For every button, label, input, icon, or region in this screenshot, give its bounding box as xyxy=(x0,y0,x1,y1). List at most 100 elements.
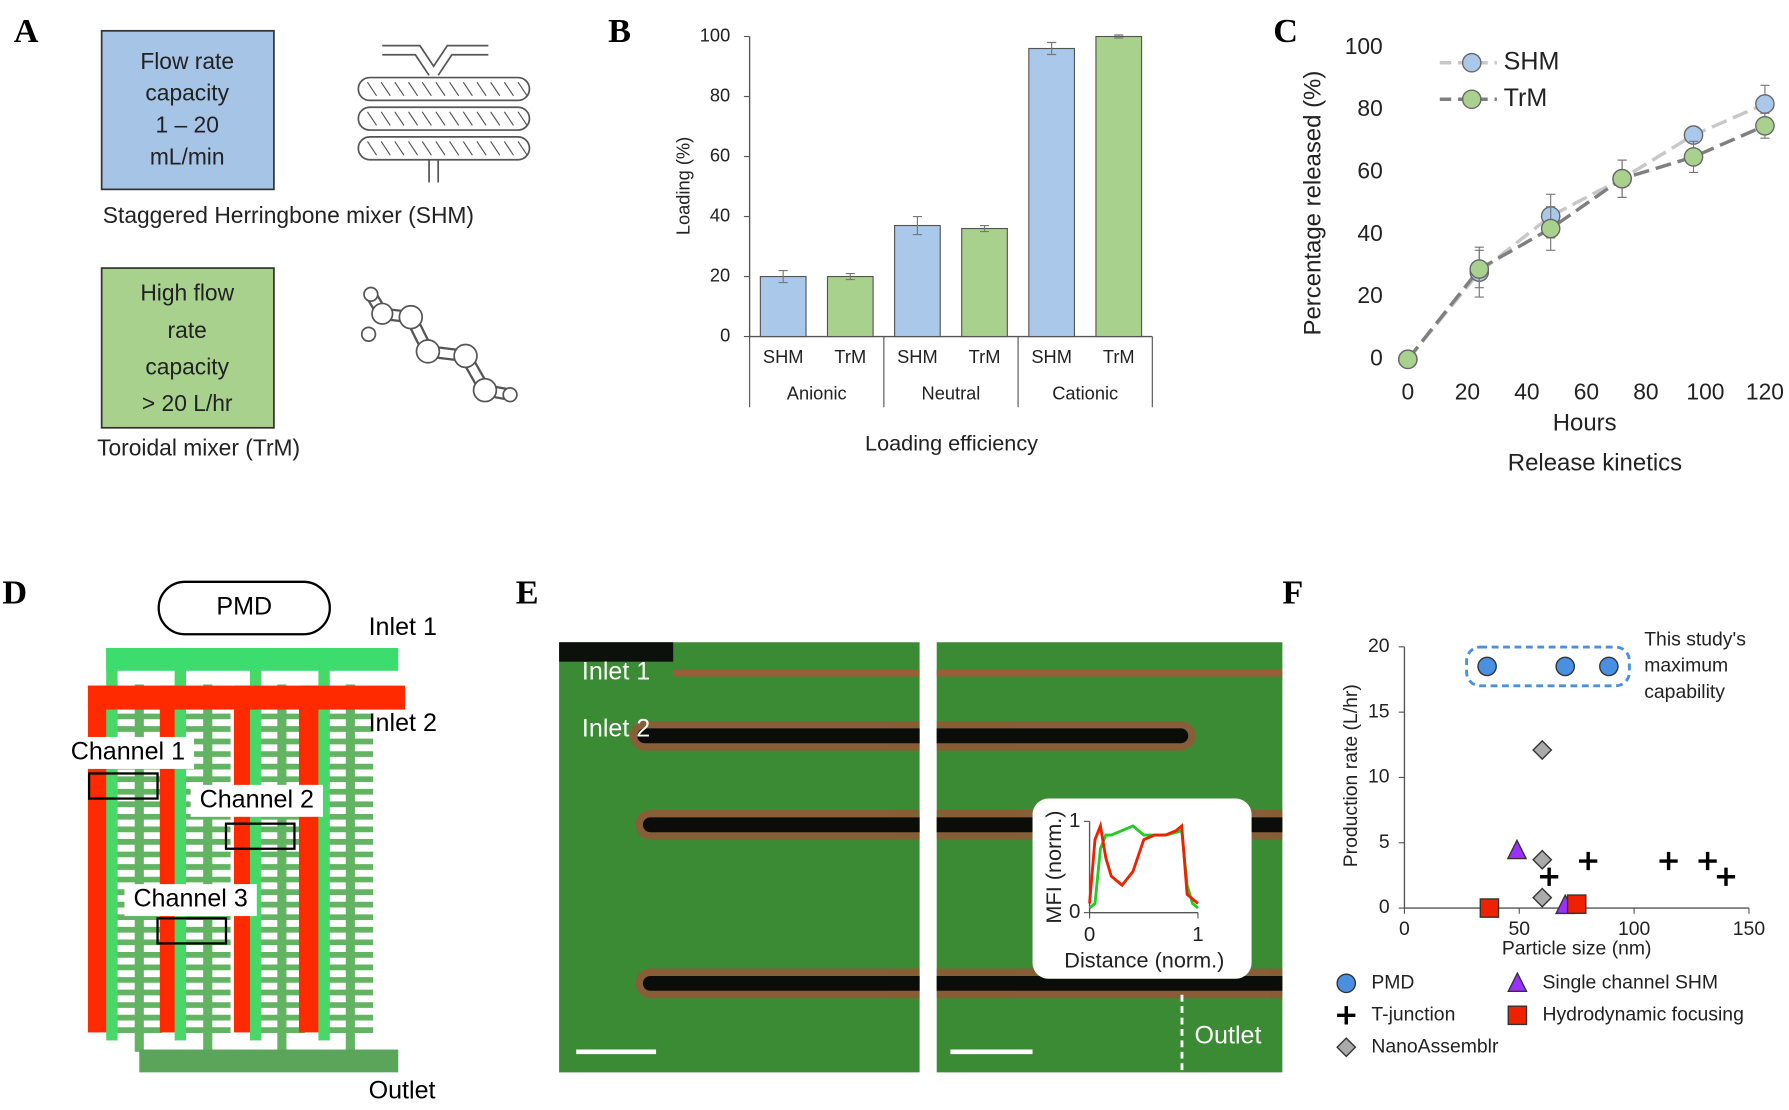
y-tick-label: 5 xyxy=(1379,831,1390,853)
mixer-box xyxy=(100,29,275,191)
error-bar xyxy=(845,272,855,281)
group-label: Cationic xyxy=(1052,383,1118,404)
marker xyxy=(1461,52,1482,73)
marker xyxy=(1469,259,1490,279)
outlet-label: Outlet xyxy=(369,1076,436,1104)
pmd-label: PMD xyxy=(216,593,272,621)
legend-label: Single channel SHM xyxy=(1542,971,1718,993)
panel-letter: C xyxy=(1273,13,1298,50)
bar xyxy=(1028,47,1076,338)
shm-drawing xyxy=(357,44,531,183)
panel-a: Flow rate capacity 1 – 20 mL/min Stagger… xyxy=(97,29,531,461)
background xyxy=(559,642,920,1073)
y-tick-label: 0 xyxy=(1069,900,1080,923)
bar xyxy=(961,227,1008,338)
x-tick-label: TrM xyxy=(834,346,866,367)
bar xyxy=(1095,35,1143,338)
comb-spine xyxy=(203,684,213,1052)
legend-label: T-junction xyxy=(1371,1003,1455,1025)
x-axis-title: Particle size (nm) xyxy=(1502,937,1652,959)
y-tick-label: 100 xyxy=(700,24,730,45)
y-tick-label: 20 xyxy=(1368,635,1390,657)
outlet-bar xyxy=(139,1049,399,1073)
x-tick-label: SHM xyxy=(1031,346,1072,367)
channel-label: Channel 3 xyxy=(133,885,247,913)
x-tick-label: 20 xyxy=(1455,379,1480,405)
inset-frame xyxy=(1032,798,1252,979)
inlet-label: Inlet 2 xyxy=(369,709,437,737)
y-tick-label: 100 xyxy=(1345,33,1383,59)
label-bg xyxy=(190,784,323,817)
marker xyxy=(1755,94,1775,114)
error-bar xyxy=(778,269,788,284)
group-label: Anionic xyxy=(787,383,847,404)
marker xyxy=(1532,849,1553,870)
y-tick-label: 15 xyxy=(1368,700,1390,722)
comb-spine xyxy=(277,684,287,1052)
y-axis-title: MFI (norm.) xyxy=(1041,810,1066,923)
box-text: 1 – 20 xyxy=(156,112,219,138)
panel-letter: D xyxy=(2,574,27,611)
panel-letter: F xyxy=(1282,574,1303,611)
red-channel xyxy=(299,685,322,1033)
marker xyxy=(1716,867,1736,886)
mixer-caption: Toroidal mixer (TrM) xyxy=(97,435,300,461)
y-tick-label: 0 xyxy=(720,324,730,345)
inlet-bar xyxy=(87,685,406,710)
group-label: Neutral xyxy=(922,383,981,404)
marker xyxy=(1336,973,1357,994)
marker xyxy=(1540,867,1559,886)
x-tick-label: 60 xyxy=(1574,379,1599,405)
x-tick-label: SHM xyxy=(897,346,938,367)
x-tick-label: 100 xyxy=(1686,379,1724,405)
marker xyxy=(1398,349,1418,370)
marker xyxy=(1683,147,1704,167)
x-tick-label: 150 xyxy=(1733,918,1766,940)
outlet-label: Outlet xyxy=(1195,1022,1262,1050)
x-tick-label: 0 xyxy=(1399,918,1410,940)
y-tick-label: 60 xyxy=(1357,158,1382,184)
green-channel xyxy=(249,647,262,1041)
green-channel xyxy=(318,647,330,1041)
y-tick-label: 20 xyxy=(710,264,730,285)
pmd-pill xyxy=(157,580,331,636)
panel-e: Inlet 1 Inlet 2 Outlet xyxy=(559,642,1283,1073)
y-tick-label: 20 xyxy=(1357,282,1382,308)
x-tick-label: SHM xyxy=(763,346,804,367)
box-text: High flow xyxy=(140,279,234,305)
comb-spine xyxy=(134,684,144,1052)
bar xyxy=(894,224,941,338)
marker xyxy=(1579,851,1598,871)
y-tick-label: 40 xyxy=(1357,220,1382,246)
annotation: maximum xyxy=(1644,655,1728,677)
legend-label: NanoAssemblr xyxy=(1371,1035,1499,1057)
error-bar xyxy=(912,215,922,236)
label-bg xyxy=(124,884,257,917)
marker xyxy=(1336,1037,1357,1058)
marker xyxy=(1532,739,1553,761)
marker xyxy=(1461,89,1482,110)
error-bar xyxy=(1114,34,1124,39)
y-tick-label: 10 xyxy=(1368,766,1390,788)
green-channel xyxy=(174,647,187,1041)
box-text: > 20 L/hr xyxy=(142,390,233,416)
panel-d: PMD Inlet 1 Inlet 2 Outlet Channel 1 Chan… xyxy=(61,580,437,1104)
marker xyxy=(1507,1005,1528,1026)
x-axis-title: Distance (norm.) xyxy=(1064,947,1224,972)
x-tick-label: 1 xyxy=(1192,923,1203,946)
channel-label: Channel 2 xyxy=(200,785,314,813)
green-channel xyxy=(106,647,118,1041)
x-tick-label: 40 xyxy=(1514,379,1539,405)
box-text: rate xyxy=(168,317,207,343)
mixer-box xyxy=(100,267,275,429)
channel-label: Channel 1 xyxy=(71,738,185,766)
mixer-caption: Staggered Herringbone mixer (SHM) xyxy=(103,202,474,228)
marker xyxy=(1659,851,1678,871)
y-tick-label: 80 xyxy=(710,84,730,105)
inlet-label: Inlet 1 xyxy=(582,658,650,686)
label-bg xyxy=(61,736,195,769)
error-bar xyxy=(979,224,990,233)
panel-letter: B xyxy=(608,13,631,50)
x-axis-title: Loading efficiency xyxy=(865,431,1038,456)
